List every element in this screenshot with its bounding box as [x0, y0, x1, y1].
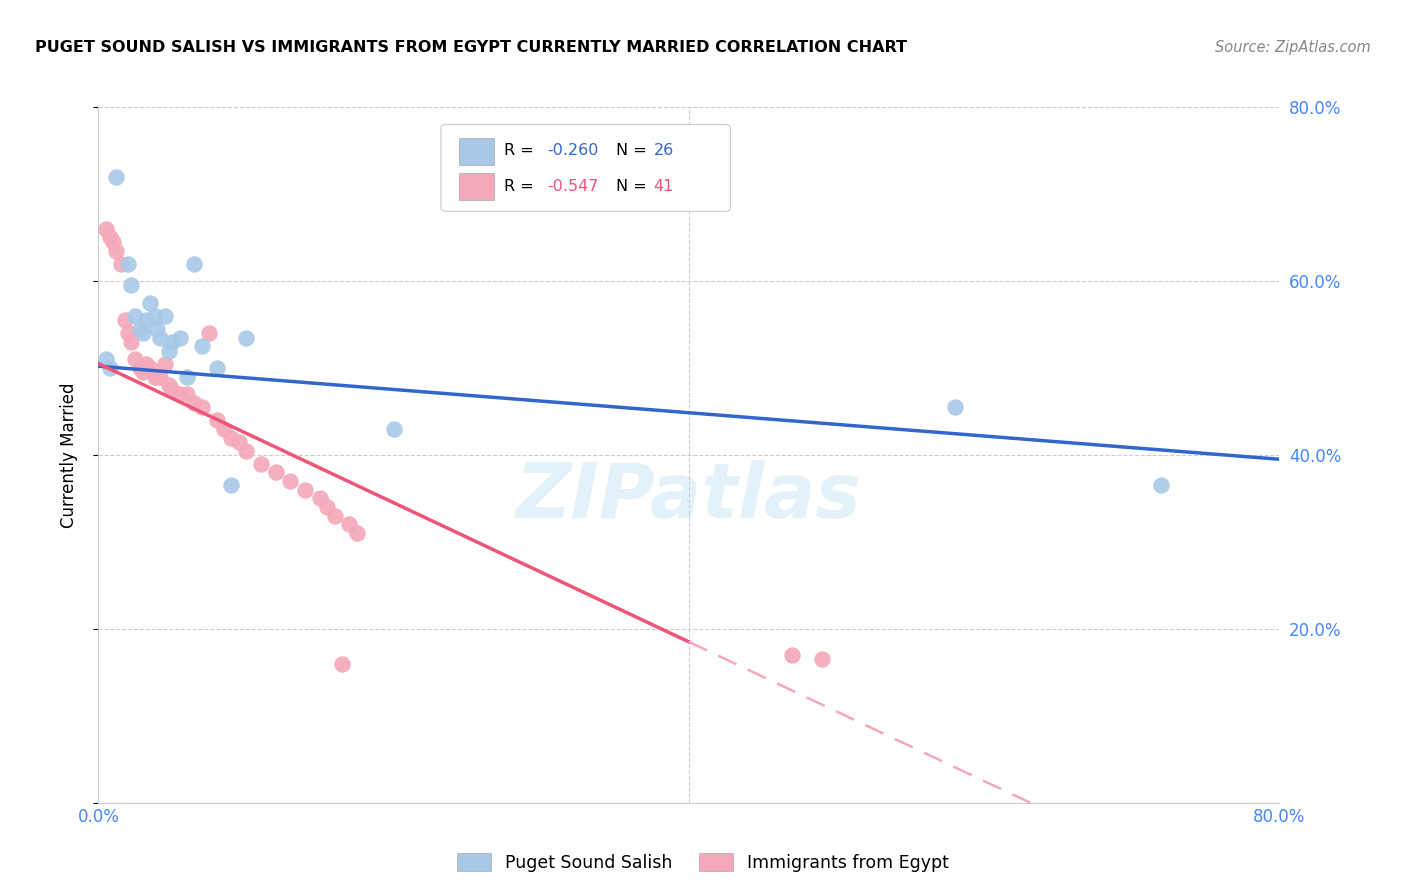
Point	[139, 360, 162, 375]
Point	[149, 330, 172, 344]
Point	[212, 422, 235, 436]
Point	[132, 365, 155, 379]
Point	[135, 357, 157, 371]
Point	[943, 400, 966, 414]
Point	[105, 244, 128, 258]
Point	[183, 395, 205, 409]
Point	[149, 369, 172, 384]
Point	[280, 474, 302, 488]
Point	[191, 339, 214, 353]
Text: 26: 26	[654, 144, 673, 159]
Point	[169, 387, 191, 401]
Point	[157, 343, 180, 358]
Point	[294, 483, 316, 497]
Legend: Puget Sound Salish, Immigrants from Egypt: Puget Sound Salish, Immigrants from Egyp…	[450, 847, 956, 879]
Point	[110, 257, 132, 271]
Point	[94, 352, 117, 367]
Text: -0.260: -0.260	[547, 144, 599, 159]
Bar	[458, 138, 494, 165]
Text: 41: 41	[654, 179, 673, 194]
Point	[98, 360, 121, 375]
Point	[228, 434, 250, 449]
Text: R =: R =	[503, 179, 538, 194]
Point	[120, 334, 142, 349]
Text: R =: R =	[503, 144, 538, 159]
Bar	[458, 173, 494, 200]
Point	[316, 500, 339, 514]
Point	[94, 221, 117, 235]
Point	[382, 422, 405, 436]
Point	[810, 652, 832, 666]
Text: ZIPatlas: ZIPatlas	[516, 459, 862, 533]
Point	[114, 313, 136, 327]
Point	[205, 413, 228, 427]
Point	[103, 235, 125, 249]
Point	[346, 526, 368, 541]
Point	[139, 295, 162, 310]
Text: Source: ZipAtlas.com: Source: ZipAtlas.com	[1215, 40, 1371, 55]
FancyBboxPatch shape	[441, 124, 730, 211]
Point	[117, 326, 139, 340]
Point	[235, 330, 257, 344]
Point	[132, 326, 155, 340]
Point	[105, 169, 128, 184]
Point	[330, 657, 353, 671]
Point	[250, 457, 273, 471]
Point	[117, 257, 139, 271]
Text: -0.547: -0.547	[547, 179, 599, 194]
Point	[264, 466, 287, 480]
Point	[1150, 478, 1173, 492]
Point	[183, 257, 205, 271]
Point	[124, 352, 146, 367]
Point	[169, 330, 191, 344]
Point	[221, 478, 243, 492]
Point	[120, 278, 142, 293]
Point	[339, 517, 361, 532]
Point	[128, 322, 150, 336]
Point	[153, 309, 176, 323]
Point	[323, 508, 346, 523]
Point	[135, 313, 157, 327]
Point	[176, 369, 198, 384]
Point	[782, 648, 804, 662]
Point	[146, 322, 169, 336]
Point	[98, 230, 121, 244]
Point	[128, 360, 150, 375]
Point	[124, 309, 146, 323]
Point	[205, 360, 228, 375]
Y-axis label: Currently Married: Currently Married	[59, 382, 77, 528]
Text: N =: N =	[616, 179, 651, 194]
Point	[176, 387, 198, 401]
Point	[309, 491, 332, 506]
Point	[162, 334, 183, 349]
Text: N =: N =	[616, 144, 651, 159]
Point	[235, 443, 257, 458]
Text: PUGET SOUND SALISH VS IMMIGRANTS FROM EGYPT CURRENTLY MARRIED CORRELATION CHART: PUGET SOUND SALISH VS IMMIGRANTS FROM EG…	[35, 40, 907, 55]
Point	[153, 357, 176, 371]
Point	[143, 309, 166, 323]
Point	[157, 378, 180, 392]
Point	[146, 369, 169, 384]
Point	[162, 383, 183, 397]
Point	[143, 369, 166, 384]
Point	[191, 400, 214, 414]
Point	[198, 326, 221, 340]
Point	[221, 430, 243, 444]
